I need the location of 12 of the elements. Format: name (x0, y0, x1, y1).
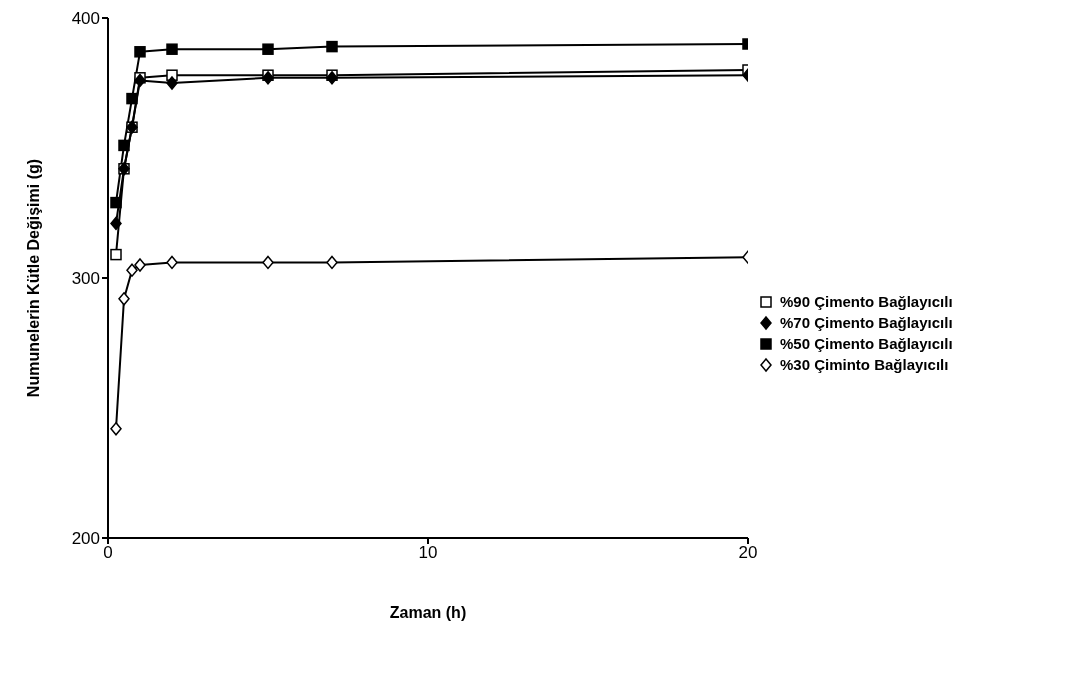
x-axis-title: Zaman (h) (389, 604, 467, 621)
legend-label: %70 Çimento Bağlayıcılı (780, 314, 953, 331)
legend-label: %30 Çiminto Bağlayıcılı (780, 356, 949, 373)
y-axis-title: Numunelerin Kütle Değişimi (g) (24, 158, 42, 398)
y-tick-label: 400 (71, 9, 100, 29)
x-tick-label: 10 (418, 543, 438, 563)
x-tick-label: 0 (103, 543, 113, 563)
x-tick-label: 20 (738, 543, 758, 563)
y-tick-label: 300 (71, 269, 100, 289)
legend-label: %90 Çimento Bağlayıcılı (780, 293, 953, 310)
legend-label: %50 Çimento Bağlayıcılı (780, 335, 953, 352)
y-tick-label: 200 (71, 529, 100, 549)
